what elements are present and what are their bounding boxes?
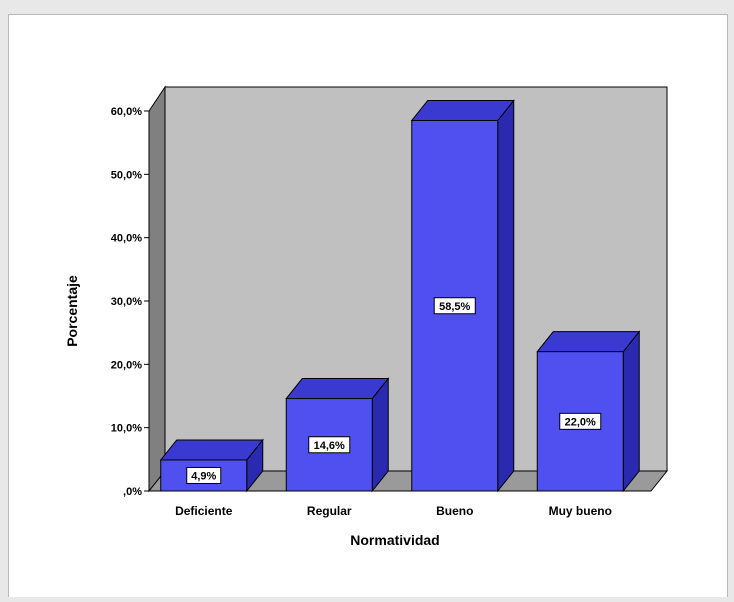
bar-chart: ,0% 10,0% 20,0% 30,0% 40,0% 50,0% 60,0% 4,9% 14… xyxy=(64,85,669,548)
chart-frame: ,0% 10,0% 20,0% 30,0% 40,0% 50,0% 60,0% 4,9% 14… xyxy=(8,14,728,597)
data-label: 58,5% xyxy=(439,301,470,313)
left-wall xyxy=(148,85,166,493)
y-tick-label: 10,0% xyxy=(111,423,142,435)
bar-top xyxy=(285,378,390,400)
data-label: 14,6% xyxy=(314,440,345,452)
y-tick-label: ,0% xyxy=(123,486,142,498)
bar: 14,6% xyxy=(285,377,390,493)
bar: 58,5% xyxy=(410,99,515,493)
data-label-box xyxy=(308,436,351,454)
x-tick-label: Bueno xyxy=(436,504,473,518)
bar: 22,0% xyxy=(536,330,641,493)
data-label-box xyxy=(186,466,222,484)
x-tick-label: Deficiente xyxy=(175,504,233,518)
x-axis-title: Normatividad xyxy=(350,532,439,548)
y-tick-label: 30,0% xyxy=(111,296,142,308)
data-label: 22,0% xyxy=(565,416,596,428)
bar-side xyxy=(497,99,515,493)
y-tick-label: 60,0% xyxy=(111,106,142,118)
bar-top xyxy=(159,439,264,461)
data-label: 4,9% xyxy=(191,470,216,482)
data-label-box xyxy=(433,297,476,315)
y-tick-label: 20,0% xyxy=(111,359,142,371)
y-tick-label: 50,0% xyxy=(111,169,142,181)
y-axis-title: Porcentaje xyxy=(64,275,80,347)
x-tick-label: Muy bueno xyxy=(549,504,612,518)
bar: 4,9% xyxy=(159,438,264,493)
x-tick-label: Regular xyxy=(307,504,352,518)
y-tick-label: 40,0% xyxy=(111,233,142,245)
bar-top xyxy=(410,100,515,121)
bar-top xyxy=(536,331,641,353)
bar-side xyxy=(622,330,640,493)
data-label-box xyxy=(559,412,602,430)
